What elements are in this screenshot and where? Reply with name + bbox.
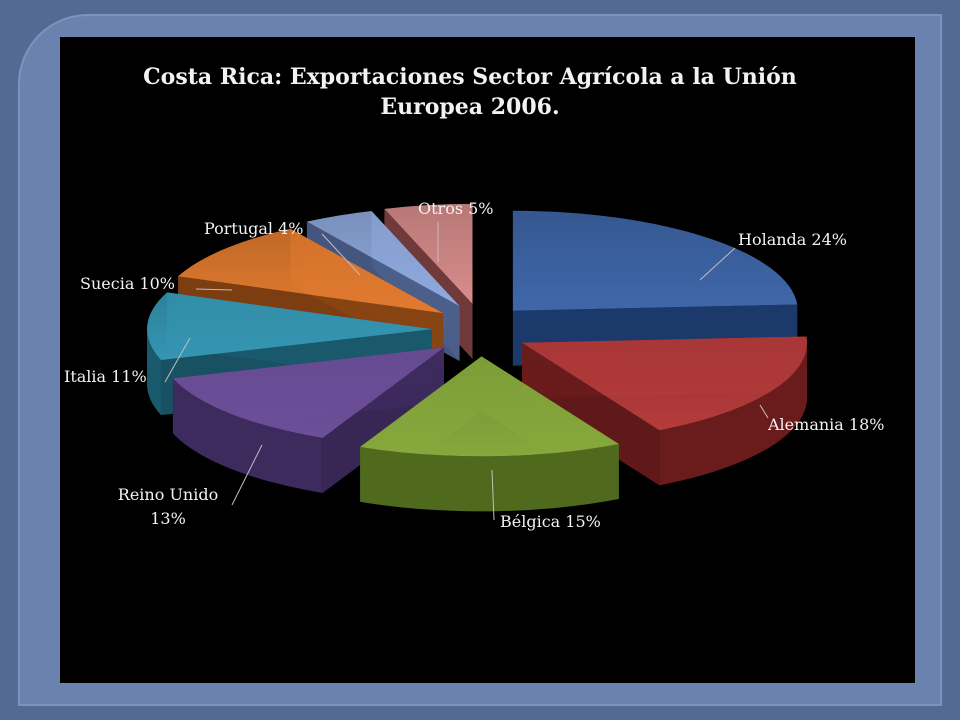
leader-line-2 bbox=[491, 469, 495, 521]
pie-slice-3 bbox=[172, 347, 444, 493]
slice-label-6: Portugal 4% bbox=[204, 219, 304, 238]
slice-label-4: Italia 11% bbox=[64, 367, 147, 386]
pie-slice-2 bbox=[360, 356, 619, 512]
leader-line-1 bbox=[759, 404, 769, 419]
leader-line-4 bbox=[164, 337, 191, 383]
slice-label-3: Reino Unido 13% bbox=[118, 485, 218, 528]
leader-line-3 bbox=[231, 444, 263, 506]
slice-label-0: Holanda 24% bbox=[738, 230, 847, 249]
slice-label-5: Suecia 10% bbox=[80, 274, 175, 293]
slice-label-1: Alemania 18% bbox=[767, 415, 884, 434]
pie-slice-1 bbox=[522, 336, 808, 486]
leader-line-5 bbox=[195, 288, 233, 291]
leader-line-0 bbox=[699, 247, 736, 281]
chart-title: Costa Rica: Exportaciones Sector Agrícol… bbox=[143, 64, 797, 120]
slice-label-7: Otros 5% bbox=[418, 199, 494, 218]
leader-line-6 bbox=[321, 233, 361, 276]
slice-label-2: Bélgica 15% bbox=[500, 512, 601, 531]
